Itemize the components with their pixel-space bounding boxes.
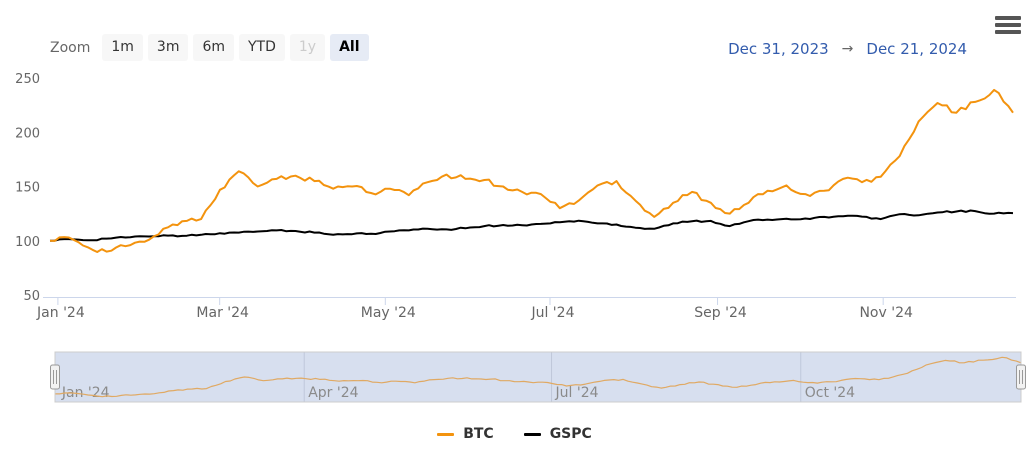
x-axis-label: Mar '24: [196, 305, 249, 321]
navigator-month-label: Oct '24: [805, 385, 855, 401]
zoom-button-ytd[interactable]: YTD: [239, 34, 285, 61]
main-chart-plot[interactable]: Jan '24 Mar '24 May '24 Jul '24 Sep '24 Nov '…: [0, 60, 1029, 330]
y-axis-label: 250: [15, 72, 40, 87]
navigator[interactable]: Jan '24 Apr '24 Jul '24 Oct '24: [0, 346, 1029, 408]
zoom-button-1y: 1y: [289, 34, 326, 61]
zoom-button-6m[interactable]: 6m: [193, 34, 234, 61]
navigator-month-label: Jul '24: [555, 385, 599, 401]
zoom-button-3m[interactable]: 3m: [147, 34, 189, 61]
x-axis-label: May '24: [361, 305, 416, 321]
legend: BTC GSPC: [0, 426, 1029, 442]
zoom-label: Zoom: [50, 39, 91, 56]
legend-label-gspc: GSPC: [549, 426, 592, 442]
x-axis-label: Nov '24: [859, 305, 913, 321]
gspc-line: [49, 209, 1014, 242]
navigator-btc-line: [55, 356, 1022, 398]
date-range: Dec 31, 2023 → Dec 21, 2024: [728, 40, 967, 58]
date-from-input[interactable]: Dec 31, 2023: [728, 40, 829, 58]
range-selector: Zoom 1m 3m 6m YTD 1y All: [50, 34, 369, 61]
y-axis-label: 100: [15, 235, 40, 250]
date-range-arrow-icon: →: [841, 41, 854, 57]
legend-item-gspc[interactable]: GSPC: [523, 426, 592, 442]
btc-line: [49, 88, 1014, 253]
navigator-handle-left[interactable]: [50, 364, 60, 390]
legend-label-btc: BTC: [463, 426, 494, 442]
navigator-month-label: Jan '24: [61, 385, 110, 401]
gspc-line-swatch-icon: [523, 432, 541, 436]
date-to-input[interactable]: Dec 21, 2024: [866, 40, 967, 58]
navigator-handle-right[interactable]: [1016, 364, 1026, 390]
x-axis-label: Jan '24: [36, 305, 85, 321]
y-axis-label: 50: [23, 289, 40, 304]
zoom-button-all[interactable]: All: [330, 34, 369, 61]
navigator-mask[interactable]: [55, 352, 1021, 402]
btc-line-swatch-icon: [437, 432, 455, 436]
x-axis-label: Sep '24: [694, 305, 747, 321]
navigator-month-label: Apr '24: [308, 385, 358, 401]
zoom-button-1m[interactable]: 1m: [102, 34, 143, 61]
context-menu-button[interactable]: [995, 16, 1021, 37]
hamburger-icon: [995, 16, 1021, 34]
y-axis-label: 200: [15, 126, 40, 141]
legend-item-btc[interactable]: BTC: [437, 426, 494, 442]
y-axis-label: 150: [15, 181, 40, 196]
x-axis-label: Jul '24: [530, 305, 574, 321]
